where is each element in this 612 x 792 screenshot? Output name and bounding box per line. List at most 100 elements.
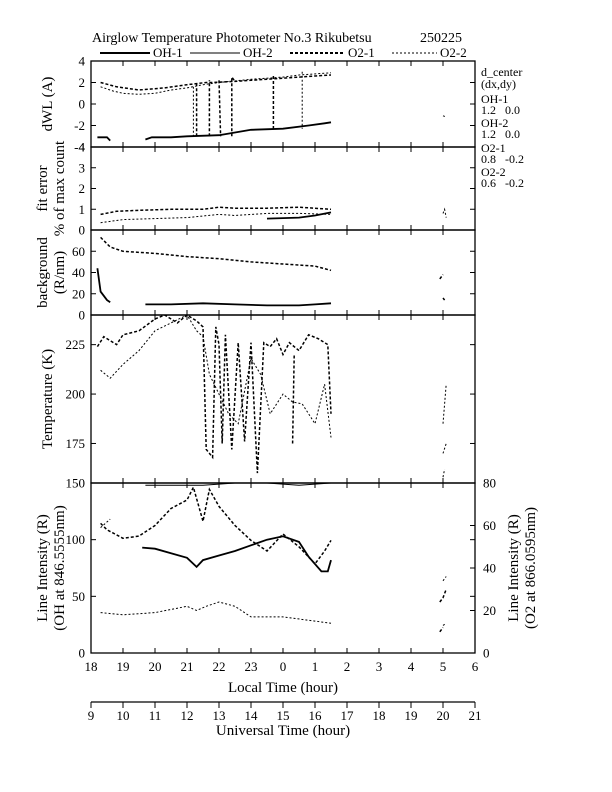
y-tick-label-dwl: 2 bbox=[79, 75, 86, 90]
y-tick-label-fit: 2 bbox=[79, 181, 86, 196]
x-tick-label-ut: 18 bbox=[373, 708, 386, 723]
y-tick-label-int: 100 bbox=[66, 532, 86, 547]
y-axis-title-fit: % of max count bbox=[52, 140, 68, 236]
y-right-tick-label: 0 bbox=[483, 646, 490, 661]
series-line-bg-o2-1 bbox=[442, 297, 446, 301]
y-tick-label-bg: 20 bbox=[72, 286, 85, 301]
x-tick-label-local: 0 bbox=[280, 659, 287, 674]
side-notes: d_center (dx,dy) OH-1 1.2 0.0 OH-2 1.2 0… bbox=[481, 65, 524, 190]
y-axis-title-right: (O2 at 866.0595nm) bbox=[523, 507, 539, 629]
series-line-fit-o2-2 bbox=[100, 212, 332, 224]
y-tick-label-fit: 4 bbox=[79, 140, 86, 155]
legend-label-o21: O2-1 bbox=[348, 45, 375, 60]
series-line-dwl-oh-1 bbox=[97, 136, 111, 142]
series-line-dwl-o2-2 bbox=[442, 115, 447, 118]
x-tick-label-ut: 16 bbox=[309, 708, 323, 723]
series-line-temp-o2-1 bbox=[291, 354, 295, 444]
y-tick-label-dwl: -2 bbox=[74, 118, 85, 133]
x-tick-label-local: 18 bbox=[85, 659, 98, 674]
panel-frame-bg bbox=[90, 229, 476, 316]
x-tick-label-local: 21 bbox=[181, 659, 194, 674]
series-line-dwl-o2-1 bbox=[100, 74, 332, 91]
series-line-temp-o2-1 bbox=[96, 315, 332, 474]
panel-bg: 60 40 20 0 background (R/nm) bbox=[35, 229, 476, 323]
y-tick-label-fit: 0 bbox=[79, 223, 86, 238]
series-line-bg-o2-1 bbox=[439, 274, 444, 280]
series-line-temp-o2-2 bbox=[100, 315, 332, 438]
y-axis-title-bg: (R/nm) bbox=[52, 251, 68, 294]
y-tick-label-int: 0 bbox=[79, 646, 86, 661]
panel-temp: 225 200 175 Temperature (K) bbox=[40, 314, 476, 484]
series-line-temp-o2-2 bbox=[442, 443, 447, 454]
x-tick-label-ut: 20 bbox=[437, 708, 450, 723]
x-tick-label-ut: 10 bbox=[117, 708, 130, 723]
y-axis-title-int: (OH at 846.5555nm) bbox=[52, 505, 68, 630]
y-tick-label-bg: 40 bbox=[72, 265, 85, 280]
x-axis-title-ut: Universal Time (hour) bbox=[216, 723, 350, 739]
series-line-dwl-o2-2 bbox=[100, 72, 332, 95]
series-line-temp-o2-2 bbox=[442, 384, 447, 424]
y-tick-label-temp: 175 bbox=[66, 436, 86, 451]
y-tick-label-bg: 60 bbox=[72, 244, 85, 259]
x-tick-label-local: 2 bbox=[344, 659, 351, 674]
x-tick-label-local: 3 bbox=[376, 659, 383, 674]
y-axis-title-right: Line Intensity (R) bbox=[506, 514, 522, 621]
side-note-o21-value: 0.8 -0.2 bbox=[481, 152, 524, 166]
x-tick-label-local: 5 bbox=[440, 659, 447, 674]
x-tick-label-ut: 13 bbox=[213, 708, 226, 723]
y-tick-label-int: 150 bbox=[66, 476, 86, 491]
x-axis-title-local: Local Time (hour) bbox=[228, 680, 338, 696]
series-line-fit-o2-1 bbox=[100, 206, 332, 216]
x-tick-label-local: 1 bbox=[312, 659, 319, 674]
series-line-int-o2-2 bbox=[442, 576, 447, 582]
side-note-oh1-name: OH-1 bbox=[481, 92, 508, 106]
side-note-o22-value: 0.6 -0.2 bbox=[481, 176, 524, 190]
side-note-oh2-name: OH-2 bbox=[481, 116, 508, 130]
series-line-int-oh-1 bbox=[142, 535, 332, 573]
series-line-int-o2-2 bbox=[100, 601, 332, 624]
x-axes-layer: 18 19 20 21 22 23 0 1 2 3 4 5 69 10 11 12 13 14 15 16 17 18 19… bbox=[85, 659, 482, 723]
x-tick-label-local: 23 bbox=[245, 659, 258, 674]
series-line-int-o2-2 bbox=[100, 518, 111, 528]
y-tick-label-dwl: -4 bbox=[74, 140, 85, 155]
series-line-int-o2-1 bbox=[100, 485, 332, 565]
series-line-dwl-o2-1 bbox=[231, 74, 236, 137]
x-tick-label-ut: 11 bbox=[149, 708, 162, 723]
panel-frame-dwl bbox=[90, 60, 476, 148]
series-line-int-o2-2 bbox=[442, 622, 447, 626]
x-tick-label-ut: 19 bbox=[405, 708, 418, 723]
y-right-tick-label: 60 bbox=[483, 518, 496, 533]
y-tick-label-int: 50 bbox=[72, 589, 85, 604]
y-tick-label-fit: 3 bbox=[79, 160, 86, 175]
series-line-bg-oh-1 bbox=[96, 268, 111, 304]
series-line-temp-o2-2 bbox=[442, 469, 446, 478]
y-tick-label-bg: 0 bbox=[79, 308, 86, 323]
y-right-tick-label: 80 bbox=[483, 476, 496, 491]
x-tick-label-ut: 12 bbox=[181, 708, 194, 723]
series-line-fit-o2-2 bbox=[442, 207, 447, 218]
series-line-bg-oh-1 bbox=[145, 302, 332, 307]
legend: OH-1 OH-2 O2-1 O2-2 bbox=[100, 45, 467, 60]
series-line-dwl-o2-1 bbox=[218, 80, 222, 137]
y-right-tick-label: 40 bbox=[483, 561, 496, 576]
y-axis-title-fit: fit error bbox=[35, 165, 51, 211]
y-axis-title-bg: background bbox=[35, 237, 51, 308]
side-note-oh2-value: 1.2 0.0 bbox=[481, 127, 520, 141]
panel-frame-temp bbox=[90, 314, 476, 484]
side-note-o22-name: O2-2 bbox=[481, 165, 506, 179]
legend-label-oh1: OH-1 bbox=[153, 45, 183, 60]
y-axis-title-temp: Temperature (K) bbox=[40, 349, 56, 449]
series-line-int-o2-1 bbox=[439, 589, 447, 603]
y-tick-label-fit: 1 bbox=[79, 202, 86, 217]
x-tick-label-local: 4 bbox=[408, 659, 415, 674]
side-note-o21-name: O2-1 bbox=[481, 141, 506, 155]
x-tick-label-local: 22 bbox=[213, 659, 226, 674]
panel-dwl: 4 2 0 -2 -4 dWL (A) bbox=[40, 54, 476, 155]
y-axis-title-int: Line Intensity (R) bbox=[35, 514, 51, 621]
x-tick-label-local: 6 bbox=[472, 659, 479, 674]
series-line-bg-o2-1 bbox=[100, 236, 332, 272]
y-right-tick-label: 20 bbox=[483, 603, 496, 618]
legend-label-oh2: OH-2 bbox=[243, 45, 273, 60]
